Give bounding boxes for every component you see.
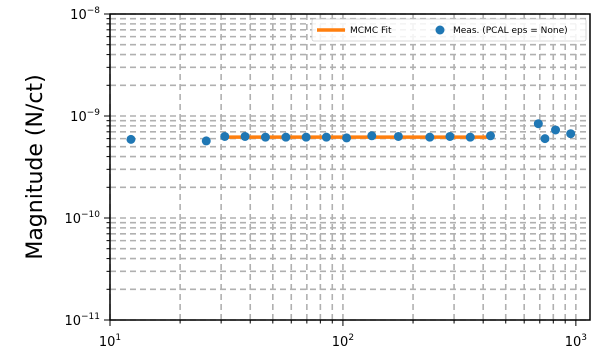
data-point xyxy=(281,132,291,142)
data-point xyxy=(126,134,136,144)
plot-area xyxy=(126,119,576,146)
data-point xyxy=(425,132,435,142)
data-point xyxy=(301,132,311,142)
legend-marker-swatch xyxy=(435,25,445,35)
legend-label: MCMC Fit xyxy=(350,26,392,36)
data-point xyxy=(566,129,576,139)
x-tick-label: 103 xyxy=(565,333,587,350)
data-point xyxy=(220,131,230,141)
data-point xyxy=(260,132,270,142)
data-point xyxy=(321,132,331,142)
x-tick-label-base: 10 xyxy=(332,335,349,350)
x-tick-label-base: 10 xyxy=(565,335,582,350)
data-point xyxy=(465,132,475,142)
y-tick-label-base: 10 xyxy=(70,8,87,23)
data-point xyxy=(533,119,543,129)
data-point xyxy=(551,125,561,135)
data-point xyxy=(393,131,403,141)
y-tick-label: 10−11 xyxy=(64,312,100,329)
axes-frame xyxy=(109,13,591,321)
x-tick-label-exponent: 3 xyxy=(581,333,587,343)
y-tick-label-exponent: −11 xyxy=(81,312,100,322)
x-tick-label-exponent: 2 xyxy=(348,333,354,343)
y-tick-label-exponent: −8 xyxy=(87,6,101,16)
x-tick-label-base: 10 xyxy=(99,335,116,350)
legend-box xyxy=(311,18,587,42)
data-point xyxy=(342,133,352,143)
data-point xyxy=(201,136,211,146)
y-tick-label-exponent: −10 xyxy=(81,210,100,220)
legend: MCMC Fit Meas. (PCAL eps = None) xyxy=(311,18,587,42)
y-axis-label: Magnitude (N/ct) xyxy=(23,74,48,259)
legend-label: Meas. (PCAL eps = None) xyxy=(453,26,568,36)
x-tick-label-exponent: 1 xyxy=(115,333,121,343)
data-point xyxy=(485,131,495,141)
y-tick-label-exponent: −9 xyxy=(87,108,101,118)
data-point xyxy=(240,131,250,141)
y-tick-label: 10−9 xyxy=(70,108,100,125)
y-tick-label: 10−10 xyxy=(64,210,100,227)
x-tick-label: 101 xyxy=(99,333,121,350)
data-point xyxy=(445,131,455,141)
y-tick-label-base: 10 xyxy=(64,212,81,227)
y-tick-label: 10−8 xyxy=(70,6,100,23)
data-point xyxy=(540,134,550,144)
y-tick-label-base: 10 xyxy=(64,314,81,329)
y-tick-label-base: 10 xyxy=(70,110,87,125)
data-point xyxy=(367,131,377,141)
x-tick-label: 102 xyxy=(332,333,354,350)
